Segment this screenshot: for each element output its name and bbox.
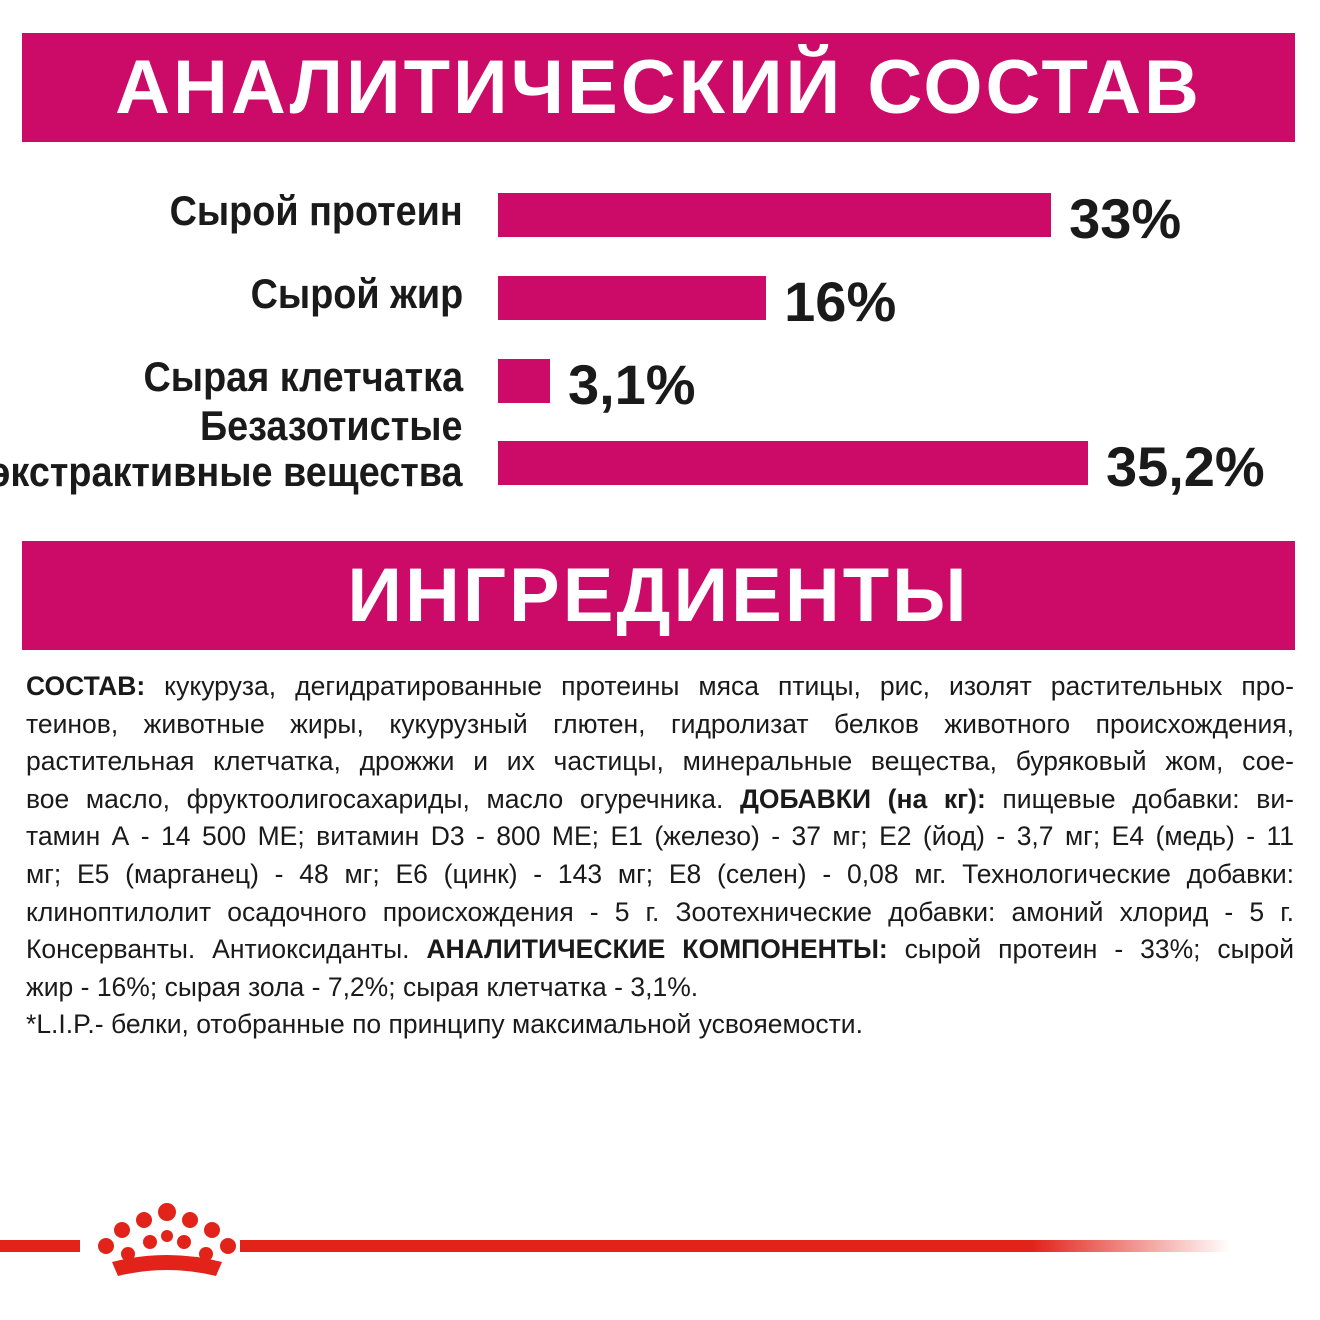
text-line: растительная клетчатка, дрожжи и их част… bbox=[26, 743, 1294, 781]
category-label-line: Сырой жир bbox=[250, 270, 463, 317]
text-span: пищевые добавки: ви- bbox=[985, 783, 1294, 814]
text-line: Консерванты. Антиоксиданты. АНАЛИТИЧЕСКИ… bbox=[26, 931, 1294, 969]
text-line: *L.I.P.- белки, отобранные по принципу м… bbox=[26, 1006, 1294, 1044]
bold-heading: АНАЛИТИЧЕСКИЕ КОМПОНЕНТЫ: bbox=[426, 934, 888, 965]
analysis-title: АНАЛИТИЧЕСКИЙ СОСТАВ bbox=[115, 45, 1202, 130]
logo-line-right bbox=[240, 1240, 1230, 1252]
text-line: жир - 16%; сырая зола - 7,2%; сырая клет… bbox=[26, 969, 1294, 1007]
category-label: Сырая клетчатка bbox=[143, 356, 463, 398]
text-span: растительная клетчатка, дрожжи и их част… bbox=[26, 746, 1294, 777]
text-span: тамин А - 14 500 МЕ; витамин D3 - 800 МЕ… bbox=[26, 821, 1294, 852]
category-label: Безазотистые экстрактивные вещества bbox=[0, 403, 463, 495]
bold-heading: ДОБАВКИ (на кг): bbox=[739, 783, 986, 814]
category-label-line: Сырой протеин bbox=[169, 187, 463, 234]
text-span: клиноптилолит осадочного происхождения -… bbox=[26, 896, 1294, 927]
value-label: 33% bbox=[1069, 187, 1182, 250]
text-span: кукуруза, дегидратированные протеины мяс… bbox=[145, 671, 1294, 701]
text-line: СОСТАВ: кукуруза, дегидратированные прот… bbox=[26, 668, 1294, 706]
category-label-line: экстрактивные вещества bbox=[0, 448, 463, 495]
bold-heading: СОСТАВ: bbox=[26, 671, 146, 701]
text-line: тамин А - 14 500 МЕ; витамин D3 - 800 МЕ… bbox=[26, 818, 1294, 856]
text-span: мг; Е5 (марганец) - 48 мг; Е6 (цинк) - 1… bbox=[26, 858, 1294, 889]
bar bbox=[498, 359, 550, 403]
logo-line-left bbox=[0, 1240, 80, 1252]
text-line: клиноптилолит осадочного происхождения -… bbox=[26, 894, 1294, 932]
category-label: Сырой жир bbox=[250, 273, 463, 315]
text-line: теинов, животные жиры, кукурузный глютен… bbox=[26, 706, 1294, 744]
ingredients-text: СОСТАВ: кукуруза, дегидратированные прот… bbox=[26, 668, 1294, 1044]
crown-logo-icon bbox=[98, 1203, 236, 1276]
text-span: Консерванты. Антиоксиданты. bbox=[26, 934, 427, 965]
value-label: 35,2% bbox=[1105, 435, 1265, 498]
text-line: мг; Е5 (марганец) - 48 мг; Е6 (цинк) - 1… bbox=[26, 856, 1294, 894]
bar bbox=[498, 441, 1088, 485]
analysis-header: АНАЛИТИЧЕСКИЙ СОСТАВ bbox=[22, 33, 1295, 142]
bar bbox=[498, 193, 1052, 237]
category-label: Сырой протеин bbox=[170, 190, 463, 232]
text-span: теинов, животные жиры, кукурузный глютен… bbox=[26, 708, 1294, 739]
text-span: вое масло, фруктоолигосахариды, масло ог… bbox=[26, 783, 740, 814]
text-line: вое масло, фруктоолигосахариды, масло ог… bbox=[26, 781, 1294, 819]
value-label: 16% bbox=[784, 270, 897, 333]
ingredients-header: ИНГРЕДИЕНТЫ bbox=[22, 541, 1295, 650]
text-span: жир - 16%; сырая зола - 7,2%; сырая клет… bbox=[26, 971, 699, 1002]
category-label-line: Безазотистые bbox=[200, 402, 463, 449]
text-span: сырой протеин - 33%; сырой bbox=[887, 934, 1294, 965]
text-span: *L.I.P.- белки, отобранные по принципу м… bbox=[26, 1009, 863, 1040]
bar bbox=[498, 276, 767, 320]
category-label-line: Сырая клетчатка bbox=[143, 353, 463, 400]
value-label: 3,1% bbox=[567, 353, 696, 416]
ingredients-title: ИНГРЕДИЕНТЫ bbox=[347, 553, 970, 638]
